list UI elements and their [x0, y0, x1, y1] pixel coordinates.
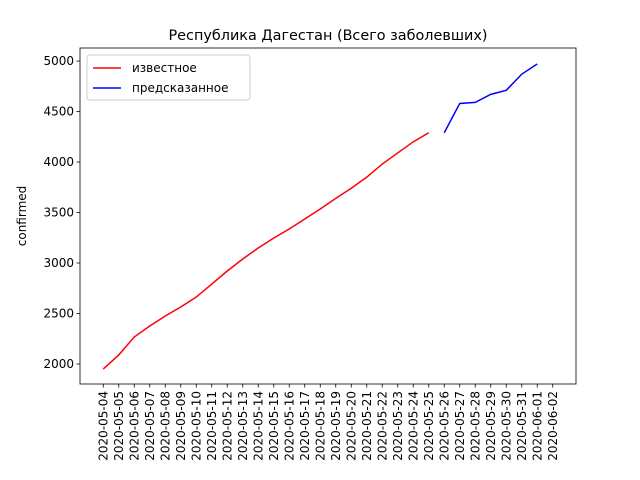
- y-tick-label: 2500: [43, 307, 74, 321]
- x-tick-label: 2020-05-07: [143, 391, 157, 461]
- x-tick-label: 2020-05-26: [437, 391, 451, 461]
- x-tick-label: 2020-05-06: [127, 391, 141, 461]
- x-tick-label: 2020-06-02: [546, 391, 560, 461]
- x-tick-label: 2020-05-19: [329, 391, 343, 461]
- y-tick-label: 3500: [43, 206, 74, 220]
- legend-box: [86, 54, 251, 101]
- legend-label: предсказанное: [132, 81, 229, 95]
- x-tick-label: 2020-05-04: [96, 391, 110, 461]
- x-tick-label: 2020-05-30: [499, 391, 513, 461]
- x-tick-label: 2020-05-08: [158, 391, 172, 461]
- x-tick-label: 2020-05-17: [298, 391, 312, 461]
- x-tick-label: 2020-06-01: [530, 391, 544, 461]
- x-tick-label: 2020-05-11: [205, 391, 219, 461]
- x-tick-label: 2020-05-20: [344, 391, 358, 461]
- x-tick-label: 2020-05-12: [220, 391, 234, 461]
- x-tick-label: 2020-05-13: [236, 391, 250, 461]
- x-tick-label: 2020-05-18: [313, 391, 327, 461]
- y-tick-label: 4000: [43, 155, 74, 169]
- x-tick-label: 2020-05-29: [484, 391, 498, 461]
- chart-title: Республика Дагестан (Всего заболевших): [169, 28, 488, 44]
- x-tick-label: 2020-05-22: [375, 391, 389, 461]
- plot-frame: [79, 47, 577, 385]
- x-tick-label: 2020-05-16: [282, 391, 296, 461]
- x-tick-label: 2020-05-25: [422, 391, 436, 461]
- x-tick-label: 2020-05-28: [468, 391, 482, 461]
- y-tick-label: 5000: [43, 54, 74, 68]
- y-axis-label: confirmed: [15, 186, 29, 247]
- legend-label: известное: [132, 61, 197, 75]
- series-line: [443, 63, 538, 134]
- x-tick-label: 2020-05-05: [112, 391, 126, 461]
- x-tick-label: 2020-05-27: [453, 391, 467, 461]
- y-tick-label: 2000: [43, 357, 74, 371]
- x-tick-label: 2020-05-15: [267, 391, 281, 461]
- x-tick-label: 2020-05-23: [391, 391, 405, 461]
- series-line: [102, 132, 430, 370]
- x-tick-label: 2020-05-21: [360, 391, 374, 461]
- x-tick-label: 2020-05-14: [251, 391, 265, 461]
- x-tick-label: 2020-05-10: [189, 391, 203, 461]
- x-tick-label: 2020-05-09: [174, 391, 188, 461]
- y-tick-label: 4500: [43, 105, 74, 119]
- y-tick-label: 3000: [43, 256, 74, 270]
- x-tick-label: 2020-05-24: [406, 391, 420, 461]
- x-tick-label: 2020-05-31: [515, 391, 529, 461]
